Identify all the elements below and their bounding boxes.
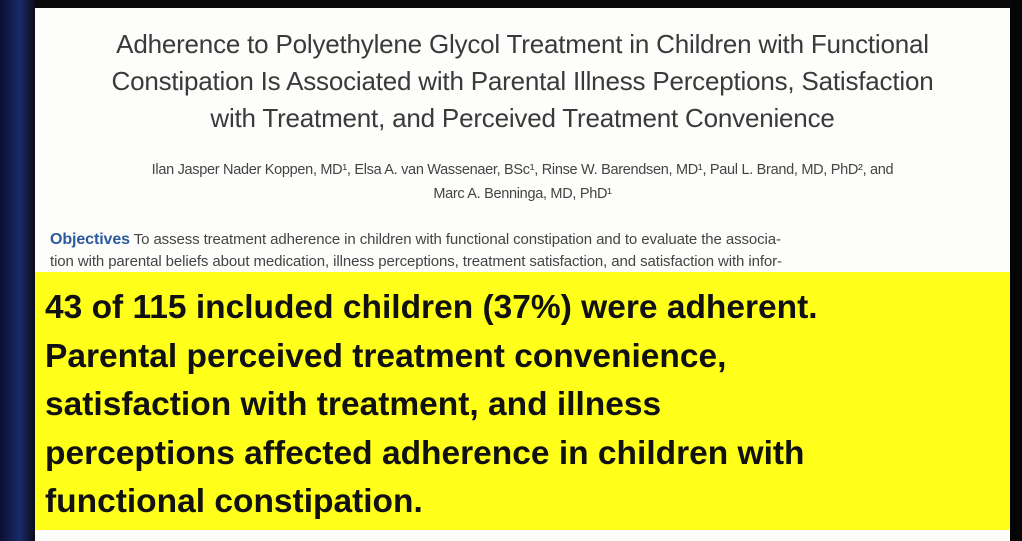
objectives-text: To assess treatment adherence in childre…	[133, 231, 781, 248]
objectives-text: tion with parental beliefs about medicat…	[50, 253, 782, 270]
highlight-line: perceptions affected adherence in childr…	[45, 434, 805, 472]
highlight-line: 43 of 115 included children (37%) were a…	[45, 289, 818, 326]
objectives: Objectives To assess treatment adherence…	[50, 229, 1000, 273]
right-edge	[1010, 0, 1022, 541]
title-line: with Treatment, and Perceived Treatment …	[210, 103, 835, 133]
highlight-line: satisfaction with treatment, and illness	[45, 386, 662, 423]
top-bar	[35, 0, 1010, 8]
title-line: Constipation Is Associated with Parental…	[111, 66, 934, 96]
author-line: Ilan Jasper Nader Koppen, MD¹, Elsa A. v…	[151, 162, 894, 178]
author-list: Ilan Jasper Nader Koppen, MD¹, Elsa A. v…	[35, 158, 1010, 206]
objectives-label: Objectives	[50, 231, 130, 248]
title-line: Adherence to Polyethylene Glycol Treatme…	[116, 29, 929, 59]
highlight-line: Parental perceived treatment convenience…	[45, 337, 727, 375]
highlight-line: functional constipation.	[45, 483, 423, 520]
paper-title: Adherence to Polyethylene Glycol Treatme…	[35, 26, 1010, 137]
author-line: Marc A. Benninga, MD, PhD¹	[433, 186, 612, 202]
highlight-box: 43 of 115 included children (37%) were a…	[35, 272, 1010, 530]
highlight-text: 43 of 115 included children (37%) were a…	[45, 284, 818, 527]
